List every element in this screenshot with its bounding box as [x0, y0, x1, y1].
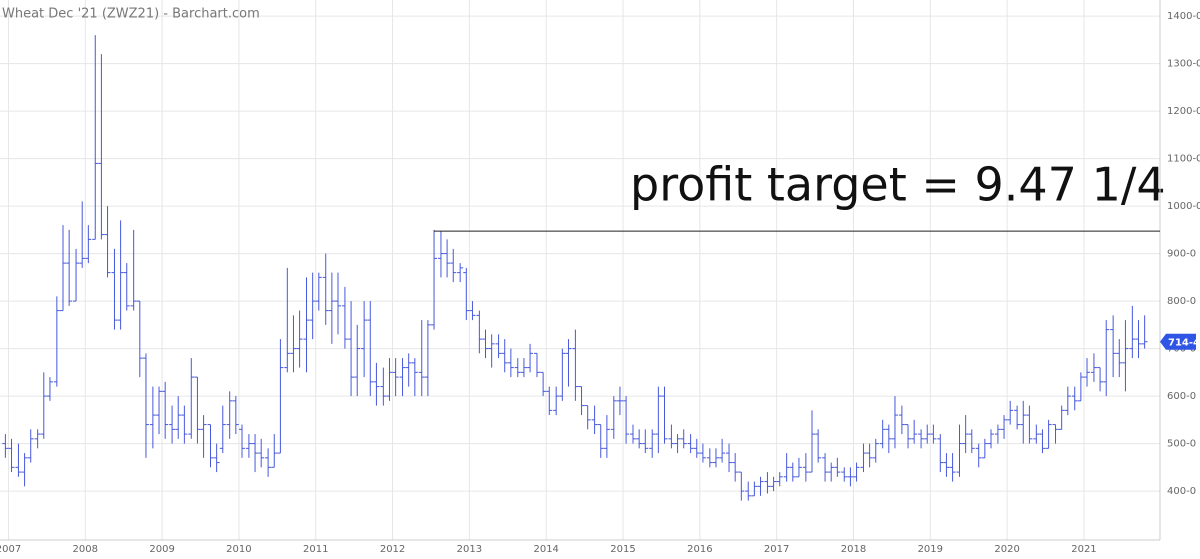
x-tick-label: 2018 [841, 544, 866, 555]
y-tick-label: 500-0 [1167, 439, 1196, 450]
x-tick-label: 2014 [533, 544, 558, 555]
x-tick-label: 2015 [610, 544, 635, 555]
y-tick-label: 1100-0 [1167, 154, 1200, 165]
y-tick-label: 900-0 [1167, 249, 1196, 260]
x-tick-label: 2010 [226, 544, 251, 555]
y-tick-label: 1000-0 [1167, 201, 1200, 212]
chart-title: Wheat Dec '21 (ZWZ21) - Barchart.com [2, 7, 260, 22]
last-price-tag [1160, 333, 1196, 350]
y-tick-label: 400-0 [1167, 486, 1196, 497]
y-tick-label: 1200-0 [1167, 106, 1200, 117]
y-tick-label: 1300-0 [1167, 59, 1200, 70]
y-tick-label: 1400-0 [1167, 11, 1200, 22]
x-tick-label: 2012 [380, 544, 405, 555]
y-tick-label: 800-0 [1167, 296, 1196, 307]
x-tick-label: 2008 [73, 544, 98, 555]
x-tick-label: 2021 [1071, 544, 1096, 555]
x-tick-label: 2019 [918, 544, 943, 555]
annotation: profit target = 9.47 1/4 [630, 158, 1166, 212]
x-tick-label: 2020 [994, 544, 1019, 555]
x-tick-label: 2009 [149, 544, 174, 555]
x-tick-label: 2016 [687, 544, 712, 555]
x-tick-label: 2007 [0, 544, 21, 555]
x-tick-label: 2011 [303, 544, 328, 555]
x-tick-label: 2013 [457, 544, 482, 555]
last-price-label: 714-4 [1168, 338, 1200, 349]
x-tick-label: 2017 [764, 544, 789, 555]
y-tick-label: 600-0 [1167, 391, 1196, 402]
